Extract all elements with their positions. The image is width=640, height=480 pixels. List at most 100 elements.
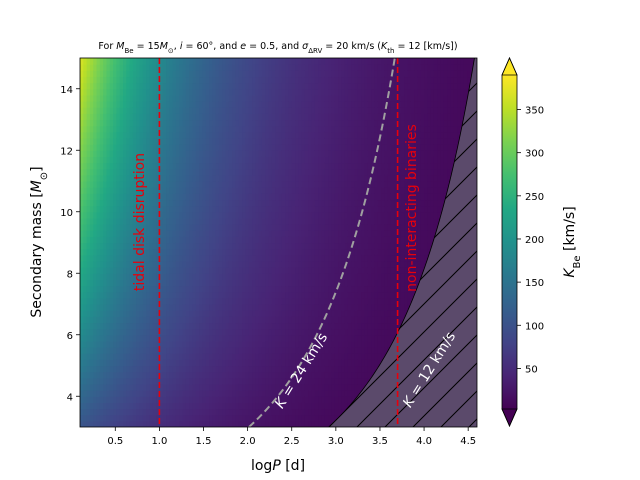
heatmap-cell	[119, 137, 124, 145]
heatmap-cell	[278, 125, 283, 133]
heatmap-cell	[202, 390, 207, 397]
heatmap-cell	[195, 248, 200, 256]
heatmap-cell	[235, 187, 240, 194]
heatmap-cell	[304, 254, 309, 262]
heatmap-cell	[195, 310, 200, 317]
heatmap-cell	[232, 353, 237, 360]
heatmap-cell	[225, 304, 230, 311]
heatmap-cell	[209, 119, 213, 127]
heatmap-cell	[281, 205, 286, 213]
heatmap-cell	[298, 285, 303, 293]
heatmap-cell	[328, 353, 333, 360]
heatmap-cell	[113, 377, 117, 385]
heatmap-cell	[248, 107, 253, 114]
heatmap-cell	[235, 168, 240, 176]
heatmap-cell	[142, 297, 147, 305]
heatmap-cell	[132, 414, 137, 422]
heatmap-cell	[113, 94, 117, 102]
heatmap-cell	[189, 224, 194, 231]
heatmap-cell	[182, 70, 187, 78]
heatmap-cell	[89, 242, 94, 250]
heatmap-cell	[159, 168, 164, 176]
heatmap-cell	[295, 230, 299, 237]
heatmap-cell	[311, 390, 316, 397]
heatmap-cell	[152, 125, 157, 133]
heatmap-cell	[169, 64, 174, 71]
heatmap-cell	[109, 291, 114, 299]
heatmap-cell	[222, 310, 227, 317]
heatmap-cell	[311, 181, 316, 188]
heatmap-cell	[159, 359, 164, 367]
heatmap-cell	[344, 273, 349, 280]
heatmap-cell	[228, 408, 233, 416]
heatmap-cell	[185, 353, 190, 360]
heatmap-cell	[199, 101, 204, 108]
heatmap-cell	[222, 408, 227, 416]
heatmap-cell	[146, 402, 151, 410]
heatmap-cell	[242, 322, 247, 330]
heatmap-cell	[331, 260, 336, 268]
heatmap-cell	[314, 322, 319, 330]
heatmap-cell	[152, 377, 157, 385]
heatmap-cell	[86, 328, 91, 336]
heatmap-cell	[265, 414, 270, 422]
heatmap-cell	[298, 396, 303, 403]
heatmap-cell	[166, 144, 170, 151]
heatmap-cell	[334, 162, 339, 170]
heatmap-cell	[265, 254, 270, 262]
heatmap-cell	[225, 260, 230, 268]
heatmap-cell	[331, 187, 336, 194]
heatmap-cell	[132, 291, 137, 299]
heatmap-cell	[182, 230, 187, 237]
heatmap-cell	[347, 137, 352, 145]
heatmap-cell	[245, 230, 250, 237]
heatmap-cell	[212, 131, 217, 139]
heatmap-cell	[152, 236, 157, 244]
heatmap-cell	[281, 168, 286, 176]
heatmap-cell	[192, 322, 197, 330]
heatmap-cell	[245, 390, 250, 397]
heatmap-cell	[119, 371, 124, 379]
heatmap-cell	[351, 150, 356, 157]
heatmap-cell	[103, 119, 108, 127]
heatmap-cell	[162, 70, 167, 78]
heatmap-cell	[156, 285, 160, 293]
heatmap-cell	[169, 181, 174, 188]
heatmap-cell	[288, 88, 293, 96]
heatmap-cell	[136, 248, 141, 256]
heatmap-cell	[218, 217, 223, 225]
heatmap-cell	[129, 88, 134, 96]
heatmap-cell	[96, 322, 101, 330]
heatmap-cell	[146, 174, 151, 182]
heatmap-cell	[142, 359, 147, 367]
heatmap-cell	[116, 291, 121, 299]
heatmap-cell	[89, 316, 94, 324]
heatmap-cell	[93, 205, 98, 213]
heatmap-cell	[245, 365, 250, 373]
heatmap-cell	[96, 144, 101, 151]
heatmap-cell	[328, 174, 333, 182]
heatmap-cell	[126, 236, 131, 244]
heatmap-cell	[321, 217, 326, 225]
heatmap-cell	[347, 205, 352, 213]
heatmap-cell	[189, 205, 194, 213]
heatmap-cell	[179, 94, 184, 102]
heatmap-cell	[156, 156, 160, 164]
heatmap-cell	[179, 125, 184, 133]
heatmap-cell	[288, 365, 293, 373]
heatmap-cell	[80, 162, 84, 170]
heatmap-cell	[318, 402, 323, 410]
heatmap-cell	[149, 353, 154, 360]
heatmap-cell	[298, 408, 303, 416]
heatmap-cell	[199, 291, 204, 299]
heatmap-cell	[83, 347, 88, 354]
heatmap-cell	[152, 137, 157, 145]
heatmap-cell	[162, 340, 167, 348]
heatmap-cell	[152, 322, 157, 330]
heatmap-cell	[169, 402, 174, 410]
heatmap-cell	[156, 353, 160, 360]
heatmap-cell	[195, 322, 200, 330]
heatmap-cell	[129, 260, 134, 268]
heatmap-cell	[162, 107, 167, 114]
heatmap-cell	[351, 365, 356, 373]
